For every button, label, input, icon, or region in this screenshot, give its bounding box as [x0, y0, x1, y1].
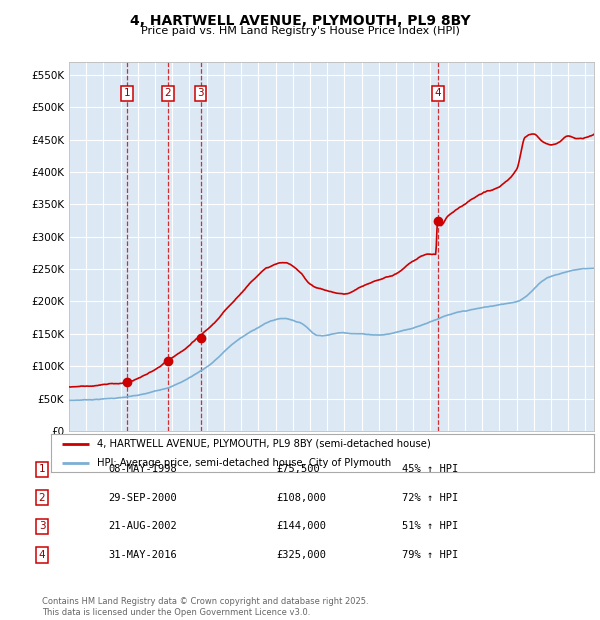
Text: 4, HARTWELL AVENUE, PLYMOUTH, PL9 8BY: 4, HARTWELL AVENUE, PLYMOUTH, PL9 8BY [130, 14, 470, 28]
Text: £144,000: £144,000 [276, 521, 326, 531]
Text: 1: 1 [38, 464, 46, 474]
Text: 1: 1 [124, 89, 130, 99]
Text: 4: 4 [38, 550, 46, 560]
Text: 3: 3 [197, 89, 204, 99]
Text: 79% ↑ HPI: 79% ↑ HPI [402, 550, 458, 560]
Text: 4: 4 [434, 89, 441, 99]
Text: HPI: Average price, semi-detached house, City of Plymouth: HPI: Average price, semi-detached house,… [97, 458, 391, 468]
Text: 2: 2 [164, 89, 171, 99]
Text: 08-MAY-1998: 08-MAY-1998 [108, 464, 177, 474]
Text: 45% ↑ HPI: 45% ↑ HPI [402, 464, 458, 474]
Text: 2: 2 [38, 493, 46, 503]
Text: Contains HM Land Registry data © Crown copyright and database right 2025.
This d: Contains HM Land Registry data © Crown c… [42, 598, 368, 617]
Text: Price paid vs. HM Land Registry's House Price Index (HPI): Price paid vs. HM Land Registry's House … [140, 26, 460, 36]
Text: 3: 3 [38, 521, 46, 531]
Text: 51% ↑ HPI: 51% ↑ HPI [402, 521, 458, 531]
Text: 4, HARTWELL AVENUE, PLYMOUTH, PL9 8BY (semi-detached house): 4, HARTWELL AVENUE, PLYMOUTH, PL9 8BY (s… [97, 438, 431, 449]
Text: £75,500: £75,500 [276, 464, 320, 474]
Text: 31-MAY-2016: 31-MAY-2016 [108, 550, 177, 560]
Text: £108,000: £108,000 [276, 493, 326, 503]
Text: £325,000: £325,000 [276, 550, 326, 560]
Text: 72% ↑ HPI: 72% ↑ HPI [402, 493, 458, 503]
Text: 29-SEP-2000: 29-SEP-2000 [108, 493, 177, 503]
Text: 21-AUG-2002: 21-AUG-2002 [108, 521, 177, 531]
